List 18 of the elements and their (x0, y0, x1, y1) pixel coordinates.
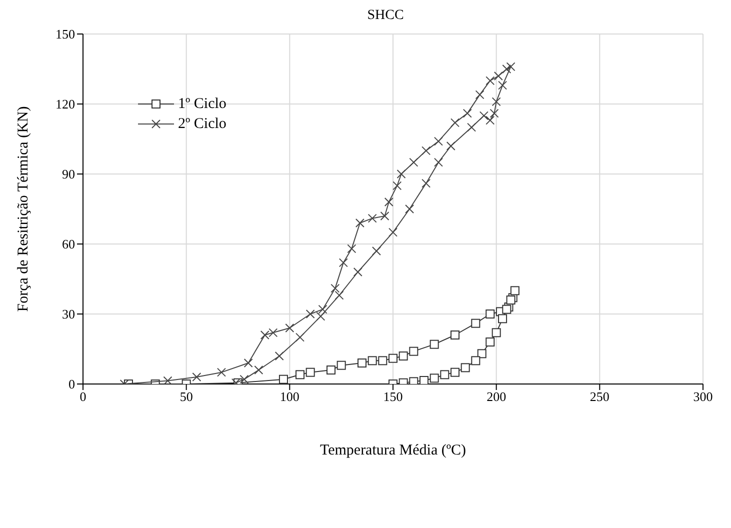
x-tick-label: 200 (486, 389, 506, 404)
y-tick-label: 90 (62, 166, 75, 182)
x-tick-label: 100 (280, 389, 300, 404)
x-tick-label: 250 (590, 389, 610, 404)
y-tick-label: 30 (62, 306, 75, 322)
legend-label: 2º Ciclo (178, 116, 226, 132)
y-tick-label: 120 (56, 96, 75, 112)
x-tick-label: 300 (693, 389, 713, 404)
y-tick-label: 150 (56, 26, 75, 42)
chart-title: SHCC (366, 8, 405, 24)
x-tick-label: 150 (383, 389, 403, 404)
y-tick-label: 0 (68, 376, 75, 392)
x-tick-label: 50 (180, 389, 193, 404)
legend-label: 1º Ciclo (178, 96, 226, 112)
y-tick-label: 60 (62, 236, 75, 252)
x-axis-title: Temperatura Média (ºC) (320, 442, 466, 459)
y-axis-title: Força de Resitrição Térmica (KN) (15, 106, 32, 312)
x-tick-label: 0 (80, 389, 86, 404)
